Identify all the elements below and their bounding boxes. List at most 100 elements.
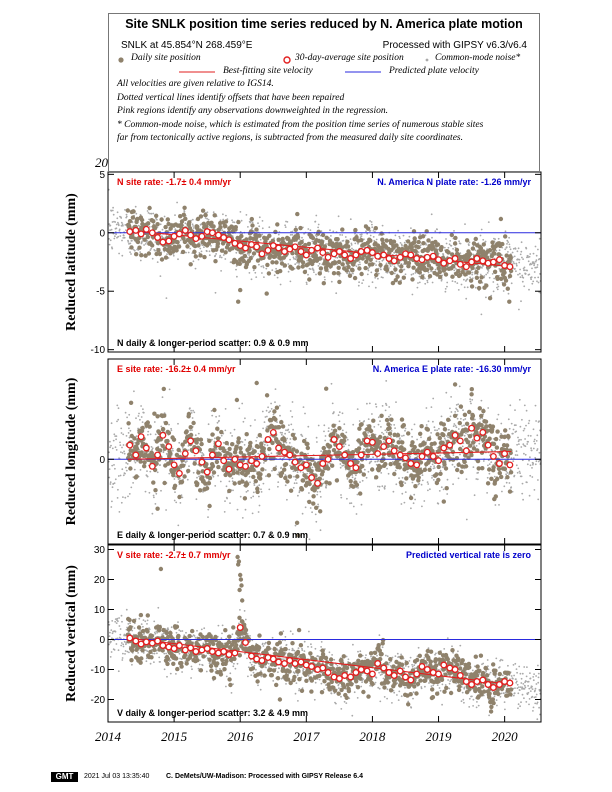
cmn-point	[249, 424, 252, 427]
cmn-point	[124, 496, 127, 499]
daily-point	[427, 436, 432, 441]
cmn-point	[151, 512, 154, 515]
cmn-point	[141, 421, 144, 423]
daily-point	[152, 411, 157, 416]
cmn-point	[254, 271, 257, 274]
daily-point	[320, 469, 325, 474]
cmn-point	[313, 271, 315, 273]
cmn-point	[150, 247, 153, 250]
cmn-point	[516, 454, 519, 456]
daily-point	[399, 417, 405, 422]
daily-point	[321, 281, 326, 286]
daily-point	[483, 419, 489, 424]
daily-point	[129, 245, 134, 250]
cmn-point	[129, 251, 132, 254]
daily-point	[187, 226, 193, 231]
daily-point	[499, 276, 504, 281]
cmn-point	[439, 454, 441, 457]
cmn-point	[222, 254, 225, 256]
cmn-point	[139, 259, 142, 262]
cmn-point	[386, 435, 389, 438]
cmn-point	[377, 416, 380, 419]
daily-point	[127, 452, 132, 457]
daily-point	[366, 448, 371, 454]
daily-point	[154, 461, 159, 466]
daily-point	[497, 470, 502, 476]
cmn-point	[378, 234, 380, 236]
cmn-point	[154, 249, 157, 252]
cmn-point	[510, 486, 513, 489]
cmn-point	[417, 282, 419, 284]
cmn-point	[115, 223, 118, 226]
cmn-point	[470, 402, 472, 405]
daily-point	[309, 469, 314, 474]
cmn-point	[177, 524, 180, 527]
daily-point	[212, 407, 217, 413]
cmn-point	[207, 423, 210, 426]
daily-point	[469, 452, 474, 458]
avg30-point	[302, 251, 310, 259]
cmn-point	[261, 233, 264, 236]
cmn-point	[453, 230, 455, 232]
cmn-point	[439, 469, 442, 472]
cmn-point	[406, 471, 409, 473]
cmn-point	[365, 476, 368, 479]
daily-point	[354, 235, 359, 240]
cmn-point	[371, 281, 374, 284]
cmn-point	[204, 217, 207, 219]
avg30-point	[385, 437, 393, 445]
daily-point	[127, 219, 133, 224]
avg30-point	[451, 431, 459, 439]
daily-point	[332, 428, 338, 433]
cmn-point	[253, 482, 256, 485]
avg30-point	[341, 451, 349, 459]
cmn-point	[523, 269, 526, 272]
cmn-point	[110, 228, 113, 231]
daily-point	[342, 438, 347, 443]
daily-point	[478, 246, 484, 251]
daily-point	[458, 404, 464, 409]
cmn-point	[381, 259, 384, 262]
cmn-point	[323, 424, 326, 427]
cmn-point	[110, 640, 112, 643]
cmn-point	[443, 437, 446, 440]
cmn-point	[115, 233, 117, 236]
cmn-point	[528, 494, 531, 497]
cmn-point	[317, 265, 320, 267]
daily-point	[389, 417, 394, 422]
daily-point	[219, 429, 224, 435]
daily-point	[243, 241, 248, 246]
cmn-point	[323, 430, 325, 433]
avg30-point	[495, 256, 503, 264]
daily-point	[184, 429, 189, 434]
cmn-point	[140, 416, 143, 418]
cmn-point	[491, 273, 494, 275]
cmn-point	[468, 244, 470, 247]
cmn-point	[520, 300, 522, 303]
cmn-point	[228, 480, 231, 483]
daily-point	[335, 237, 340, 242]
cmn-point	[404, 429, 406, 432]
daily-point	[348, 479, 353, 484]
daily-point	[244, 432, 249, 437]
cmn-point	[512, 460, 515, 462]
cmn-point	[277, 481, 280, 483]
daily-point	[236, 219, 241, 225]
cmn-point	[307, 452, 309, 455]
cmn-point	[444, 439, 447, 441]
daily-point	[139, 450, 144, 455]
daily-point	[439, 245, 444, 250]
avg30-point	[148, 229, 156, 237]
daily-point	[177, 494, 182, 500]
cmn-point	[459, 242, 462, 245]
daily-point	[507, 273, 513, 279]
cmn-point	[508, 243, 511, 246]
daily-point	[360, 463, 365, 469]
cmn-point	[468, 241, 471, 244]
cmn-point	[519, 253, 522, 256]
cmn-point	[119, 441, 121, 444]
cmn-point	[233, 221, 236, 224]
cmn-point	[351, 476, 354, 479]
daily-point	[270, 238, 276, 243]
